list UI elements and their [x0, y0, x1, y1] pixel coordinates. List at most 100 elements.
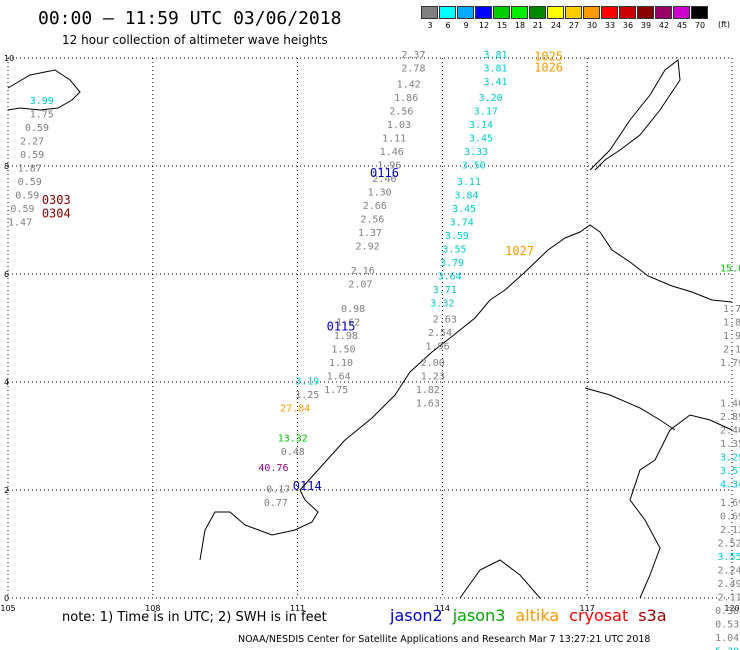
colorbar-swatch	[619, 6, 636, 19]
swh-value: 3.33	[464, 147, 488, 158]
track-time: 0303	[42, 193, 71, 207]
swh-value: 4.34	[720, 479, 740, 490]
swh-value: 0.59	[18, 177, 42, 188]
colorbar-label: 6	[445, 21, 451, 30]
track-time: 0116	[370, 166, 399, 180]
page-title: 00:00 – 11:59 UTC 03/06/2018	[38, 8, 342, 29]
swh-value: 1.82	[416, 385, 440, 396]
track-time: 0114	[293, 479, 322, 493]
swh-value: 3.57	[720, 466, 740, 477]
swh-value: 0.48	[281, 447, 305, 458]
swh-value: 2.49	[718, 579, 740, 590]
swh-value: 1.75	[30, 109, 54, 120]
colorbar-swatch	[493, 6, 510, 19]
swh-value: 2.92	[356, 242, 380, 253]
page-subtitle: 12 hour collection of altimeter wave hei…	[62, 33, 328, 47]
colorbar-label: 30	[586, 21, 598, 30]
swh-value: 3.50	[462, 161, 486, 172]
swh-value: 3.14	[469, 120, 493, 131]
swh-value: 3.11	[457, 177, 481, 188]
swh-value: 0.53	[715, 620, 739, 631]
colorbar-swatch	[655, 6, 672, 19]
colorbar-label: 42	[658, 21, 670, 30]
grid-lines	[7, 57, 733, 599]
swh-value: 1.25	[295, 390, 319, 401]
colorbar-swatch	[637, 6, 654, 19]
swh-value: 1.42	[397, 80, 421, 91]
swh-value: 2.66	[363, 201, 387, 212]
coastline-segment	[584, 387, 676, 431]
swh-value: 3.29	[720, 452, 740, 463]
swh-value: 3.19	[295, 377, 319, 388]
colorbar-swatch	[511, 6, 528, 19]
x-tick-label: 111	[290, 604, 305, 613]
y-tick-label: 6	[4, 270, 9, 279]
colorbar-swatch	[475, 6, 492, 19]
swh-value: 3.45	[452, 204, 476, 215]
colorbar	[421, 6, 709, 19]
y-tick-label: 10	[4, 54, 14, 63]
colorbar-unit: (ft)	[718, 20, 731, 29]
colorbar-label: 27	[568, 21, 580, 30]
swh-value: 1.86	[394, 93, 418, 104]
colorbar-label: 45	[676, 21, 688, 30]
swh-value: 0.17	[266, 485, 290, 496]
satellite-legend-item: jason2	[390, 606, 443, 625]
colorbar-labels: 3 6 9 12 15 18 21 24 27 30 33 36 39 42 45 70	[421, 21, 709, 30]
swh-value: 1.8	[723, 317, 740, 328]
x-tick-label: 108	[145, 604, 160, 613]
y-tick-label: 0	[4, 594, 9, 603]
colorbar-label: 33	[604, 21, 616, 30]
x-tick-label: 117	[580, 604, 595, 613]
colorbar-swatch	[421, 6, 438, 19]
note-text: note: 1) Time is in UTC; 2) SWH is in fe…	[62, 610, 327, 625]
swh-value: 13.32	[278, 433, 308, 444]
swh-value: 3.59	[445, 231, 469, 242]
swh-value: 27.84	[280, 404, 310, 415]
swh-value: 2.37	[401, 50, 425, 61]
swh-value: 1.30	[368, 188, 392, 199]
swh-value: 2.24	[718, 566, 740, 577]
swh-value: 1.46	[720, 398, 740, 409]
swh-value: 3.17	[474, 107, 498, 118]
swh-value: 2.1	[723, 344, 740, 355]
swh-value: 0.59	[10, 204, 34, 215]
colorbar-swatch	[673, 6, 690, 19]
swh-value: 1.75	[324, 385, 348, 396]
colorbar-swatch	[547, 6, 564, 19]
swh-value: 2.16	[351, 266, 375, 277]
colorbar-swatch	[601, 6, 618, 19]
swh-value: 0.59	[15, 190, 39, 201]
swh-value: 2.63	[433, 315, 457, 326]
colorbar-label: 15	[496, 21, 508, 30]
colorbar-swatch	[565, 6, 582, 19]
satellite-legend-item: s3a	[638, 606, 667, 625]
swh-value: 2.89	[720, 412, 740, 423]
swh-value: 1.98	[334, 331, 358, 342]
swh-value: 3.74	[450, 217, 474, 228]
swh-value: 2.07	[348, 280, 372, 291]
colorbar-swatch	[529, 6, 546, 19]
track-time: 1026	[534, 61, 563, 75]
swh-value: 1.7	[723, 304, 740, 315]
track-time: 1025	[534, 50, 563, 64]
y-tick-label: 8	[4, 162, 9, 171]
y-tick-label: 2	[4, 486, 9, 495]
swh-value: 2.56	[389, 107, 413, 118]
x-tick-label: 120	[724, 604, 739, 613]
satellite-legend-item: jason3	[452, 606, 506, 625]
swh-value: 3.79	[440, 258, 464, 269]
colorbar-swatch	[583, 6, 600, 19]
swh-value: 1.04	[715, 633, 739, 644]
satellite-legend-item: cryosat	[569, 606, 629, 625]
observation-labels: 3.99 1.75 0.59 2.27 0.59 1.87 0.59 0.59 0.59 1.47…	[8, 50, 740, 650]
swh-value: 1.96	[377, 161, 401, 172]
swh-value: 0.69	[720, 512, 740, 523]
x-tick-label: 105	[0, 604, 15, 613]
swh-value: 3.55	[718, 552, 740, 563]
swh-value: 2.54	[428, 328, 452, 339]
coastline-segment	[7, 69, 81, 111]
swh-value: 2.27	[20, 136, 44, 147]
swh-value: 1.69	[720, 498, 740, 509]
